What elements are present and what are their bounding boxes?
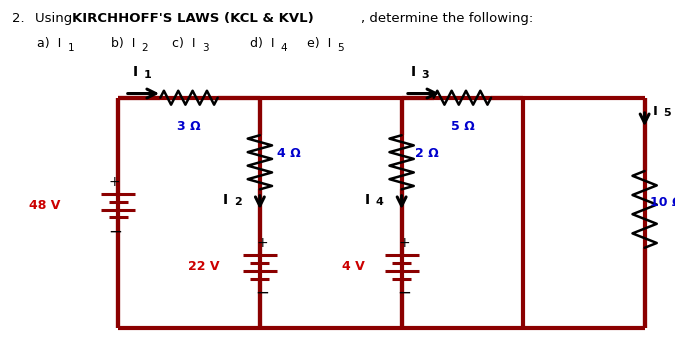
Text: 2: 2 [142, 43, 148, 53]
Text: a)  I: a) I [37, 37, 61, 50]
Text: KIRCHHOFF'S LAWS (KCL & KVL): KIRCHHOFF'S LAWS (KCL & KVL) [72, 12, 314, 25]
Text: −: − [398, 284, 411, 302]
Text: 5: 5 [338, 43, 344, 53]
Text: +: + [109, 175, 121, 189]
Text: 3: 3 [202, 43, 209, 53]
Text: d)  I: d) I [250, 37, 274, 50]
Text: 4 V: 4 V [342, 260, 365, 274]
Text: 48 V: 48 V [30, 199, 61, 213]
Text: 5 Ω: 5 Ω [450, 120, 475, 133]
Text: Using: Using [35, 12, 76, 25]
Text: 2 Ω: 2 Ω [415, 147, 439, 160]
Text: 1: 1 [144, 70, 151, 80]
Text: 2.: 2. [12, 12, 25, 25]
Text: 2: 2 [234, 197, 242, 207]
Text: 4 Ω: 4 Ω [277, 147, 300, 160]
Text: 3 Ω: 3 Ω [177, 120, 201, 133]
Text: 1: 1 [68, 43, 74, 53]
Text: I: I [653, 105, 657, 118]
Text: +: + [398, 236, 410, 250]
Text: c)  I: c) I [172, 37, 196, 50]
Text: e)  I: e) I [307, 37, 331, 50]
Text: +: + [256, 236, 269, 250]
Text: 4: 4 [280, 43, 287, 53]
Text: b)  I: b) I [111, 37, 136, 50]
Text: , determine the following:: , determine the following: [361, 12, 533, 25]
Text: −: − [256, 284, 269, 302]
Text: −: − [108, 223, 122, 241]
Text: I: I [223, 193, 228, 207]
Text: I: I [364, 193, 370, 207]
Text: 4: 4 [376, 197, 384, 207]
Text: 10 Ω: 10 Ω [650, 196, 675, 209]
Text: I: I [410, 65, 416, 79]
Text: 3: 3 [421, 70, 429, 80]
Text: 22 V: 22 V [188, 260, 219, 274]
Text: 5: 5 [663, 109, 670, 118]
Text: I: I [133, 65, 138, 79]
